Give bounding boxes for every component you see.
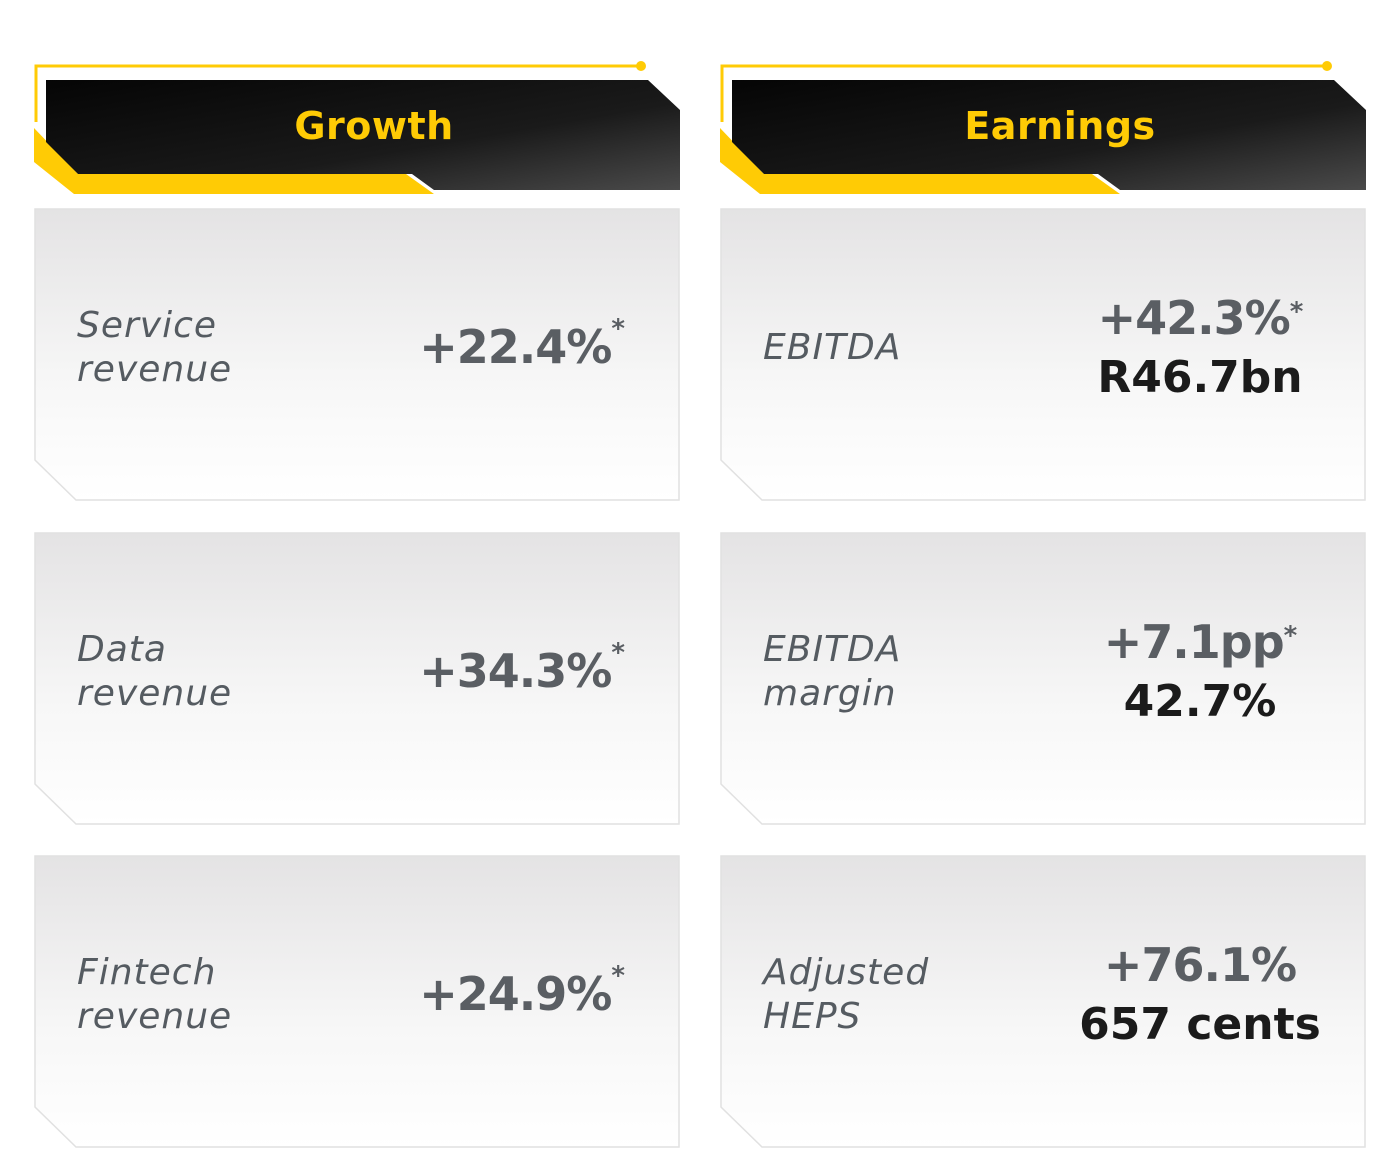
earnings-header: Earnings xyxy=(720,60,1366,200)
asterisk-marker: * xyxy=(611,314,625,344)
label-line-2: margin xyxy=(763,673,897,714)
metric-number: +22.4% xyxy=(419,320,612,374)
card-label: Fintech revenue xyxy=(77,951,232,1039)
card-background xyxy=(34,208,680,501)
metric-change-number: +42.3% xyxy=(1097,291,1291,345)
label-line-1: Data xyxy=(77,629,167,670)
label-line-1: Fintech xyxy=(77,952,217,993)
card-background xyxy=(720,855,1366,1148)
card-label: EBITDA margin xyxy=(763,628,901,716)
label-line-2: revenue xyxy=(77,996,233,1037)
asterisk-marker: * xyxy=(611,638,625,668)
card-background xyxy=(34,855,680,1148)
label-line-1: Service xyxy=(77,305,218,346)
card-label: Service revenue xyxy=(77,304,232,392)
earnings-column: Earnings EBITDA +42.3%* R46.7bn EBITDA m… xyxy=(720,0,1366,1156)
label-line-1: EBITDA xyxy=(763,629,902,670)
card-label: Data revenue xyxy=(77,628,232,716)
label-line-2: revenue xyxy=(77,349,233,390)
metric-block: +42.3%* R46.7bn xyxy=(1050,288,1350,408)
asterisk-marker: * xyxy=(1289,297,1304,327)
metric-number: +24.9% xyxy=(419,967,612,1021)
metric-absolute-value: R46.7bn xyxy=(1097,352,1303,403)
asterisk-marker: * xyxy=(1283,621,1298,651)
ebitda-card: EBITDA +42.3%* R46.7bn xyxy=(720,208,1366,501)
earnings-title: Earnings xyxy=(964,104,1156,148)
metric-change: +42.3%* xyxy=(1050,288,1350,348)
label-line-2: HEPS xyxy=(763,996,862,1037)
metric-change: +7.1pp* xyxy=(1050,612,1350,672)
growth-column: Growth Service revenue +22.4%* D xyxy=(34,0,680,1156)
card-background xyxy=(720,532,1366,825)
header-banner-graphic xyxy=(720,61,1366,194)
header-banner-graphic xyxy=(34,61,680,194)
card-label: EBITDA xyxy=(763,326,901,370)
fintech-revenue-card: Fintech revenue +24.9%* xyxy=(34,855,680,1148)
metric-change: +76.1% xyxy=(1050,935,1350,995)
metric-number: +34.3% xyxy=(419,644,612,698)
metric-absolute-value: 42.7% xyxy=(1123,676,1277,727)
growth-header: Growth xyxy=(34,60,680,200)
adjusted-heps-card: Adjusted HEPS +76.1% 657 cents xyxy=(720,855,1366,1148)
card-background xyxy=(720,208,1366,501)
asterisk-marker: * xyxy=(611,961,625,991)
label-line-2: revenue xyxy=(77,673,233,714)
metric-block: +76.1% 657 cents xyxy=(1050,935,1350,1055)
metric-value: +24.9%* xyxy=(419,961,625,1021)
card-label: Adjusted HEPS xyxy=(763,951,929,1039)
metric-block: +7.1pp* 42.7% xyxy=(1050,612,1350,732)
metric-change-number: +7.1pp xyxy=(1103,615,1285,669)
metric-value: +22.4%* xyxy=(419,314,625,374)
label-line-1: EBITDA xyxy=(763,327,902,368)
growth-title: Growth xyxy=(294,104,454,148)
data-revenue-card: Data revenue +34.3%* xyxy=(34,532,680,825)
ebitda-margin-card: EBITDA margin +7.1pp* 42.7% xyxy=(720,532,1366,825)
card-background xyxy=(34,532,680,825)
service-revenue-card: Service revenue +22.4%* xyxy=(34,208,680,501)
metric-absolute-value: 657 cents xyxy=(1079,999,1321,1050)
label-line-1: Adjusted xyxy=(763,952,930,993)
metric-value: +34.3%* xyxy=(419,638,625,698)
metric-change-number: +76.1% xyxy=(1103,938,1297,992)
